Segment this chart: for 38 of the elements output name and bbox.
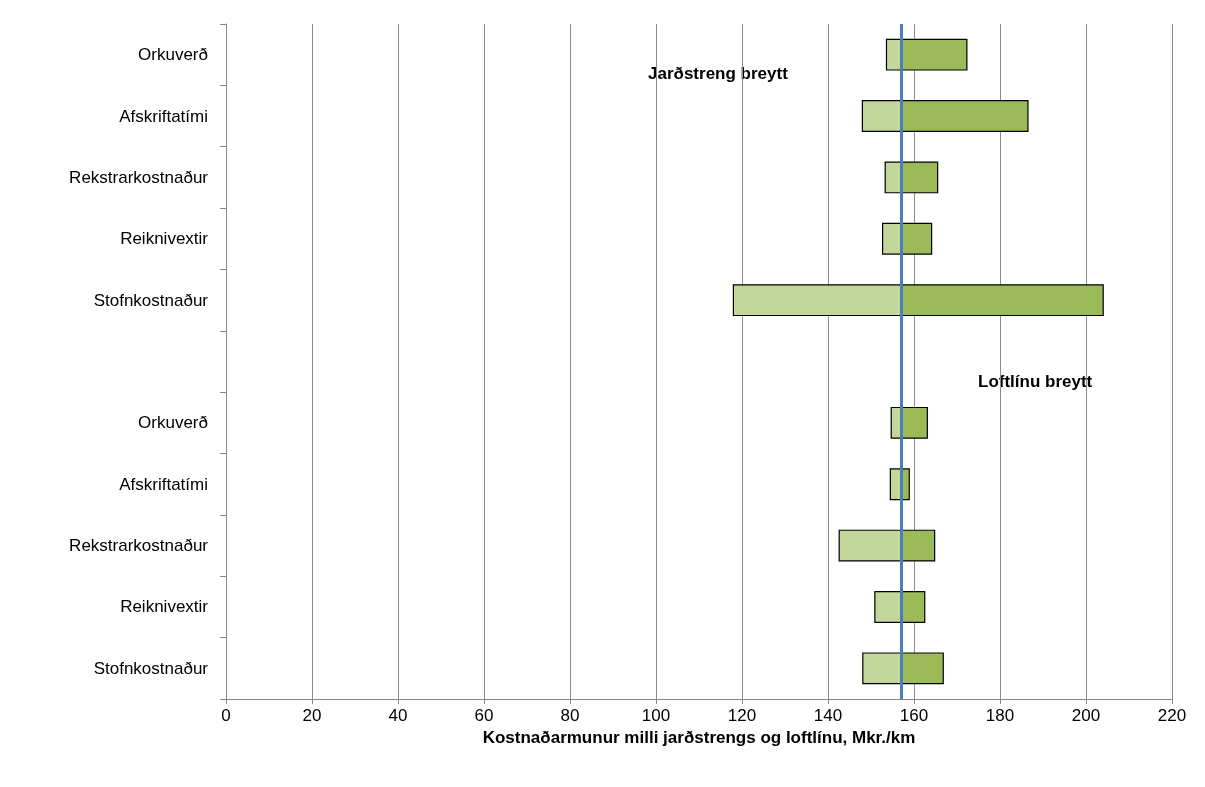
- x-tick-label: 100: [641, 706, 671, 725]
- x-tick-label: 140: [813, 706, 843, 725]
- bar: [900, 406, 928, 439]
- bar: [861, 100, 902, 132]
- bar: [900, 652, 944, 685]
- y-tick-label: Rekstrarkostnaður: [69, 167, 209, 187]
- y-tick-label: Reiknivextir: [120, 597, 209, 617]
- annotation: Loftlínu breytt: [978, 372, 1093, 391]
- y-tick-label: Rekstrarkostnaður: [69, 536, 209, 556]
- x-axis-title: Kostnaðarmunur milli jarðstrengs og loftlínu, Mkr./km: [482, 728, 916, 747]
- x-tick-label: 0: [221, 706, 231, 725]
- bar: [900, 161, 939, 194]
- y-tick-label: Afskriftatími: [119, 106, 208, 126]
- x-tick-label: 160: [899, 706, 929, 725]
- bar: [900, 222, 933, 255]
- bar: [900, 529, 936, 562]
- y-tick-label: Stofnkostnaður: [93, 290, 209, 310]
- x-tick-label: 60: [474, 706, 494, 725]
- bar: [874, 591, 902, 623]
- y-tick-label: Reiknivextir: [120, 229, 209, 249]
- x-tick-label: 180: [985, 706, 1015, 725]
- bar: [732, 284, 902, 317]
- bar: [900, 284, 1104, 317]
- x-tick-label: 40: [388, 706, 408, 725]
- bar: [900, 38, 968, 71]
- x-tick-label: 120: [727, 706, 757, 725]
- x-tick-label: 220: [1157, 706, 1187, 725]
- x-tick-label: 20: [302, 706, 322, 725]
- y-tick-label: Orkuverð: [138, 413, 208, 433]
- x-tick-label: 80: [560, 706, 580, 725]
- bar: [882, 222, 902, 255]
- y-tick-label: Stofnkostnaður: [93, 658, 209, 678]
- bar: [900, 100, 1029, 132]
- bar: [838, 529, 902, 562]
- y-tick-label: Afskriftatími: [119, 474, 208, 494]
- bar: [862, 652, 902, 685]
- y-tick-label: Orkuverð: [138, 45, 208, 65]
- x-tick-label: 200: [1071, 706, 1101, 725]
